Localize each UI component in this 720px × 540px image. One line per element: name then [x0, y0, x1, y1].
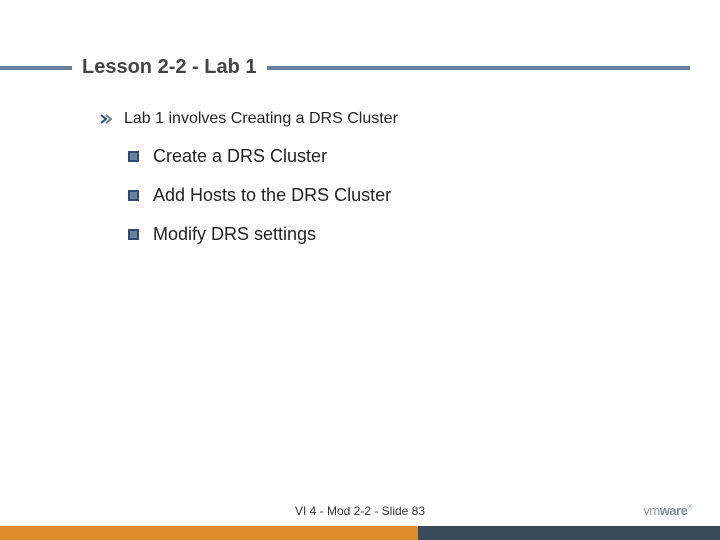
content-area: Lab 1 involves Creating a DRS Cluster Cr… — [100, 110, 680, 263]
chevron-icon — [100, 114, 112, 124]
slide: Lesson 2-2 - Lab 1 Lab 1 involves Creati… — [0, 0, 720, 540]
vmware-logo: vmware® — [643, 503, 692, 518]
title-bar-left — [0, 66, 72, 70]
intro-row: Lab 1 involves Creating a DRS Cluster — [100, 110, 680, 128]
square-bullet-icon — [128, 229, 139, 240]
slide-title: Lesson 2-2 - Lab 1 — [72, 56, 267, 79]
list-item: Create a DRS Cluster — [128, 146, 680, 167]
footer-bar-orange — [0, 526, 418, 540]
list-item: Modify DRS settings — [128, 224, 680, 245]
footer-text: VI 4 - Mod 2-2 - Slide 83 — [0, 504, 720, 518]
title-bar-right — [267, 66, 691, 70]
list-item-text: Create a DRS Cluster — [153, 146, 327, 167]
square-bullet-icon — [128, 190, 139, 201]
footer-bar-dark — [418, 526, 720, 540]
logo-ware: ware — [660, 503, 688, 518]
square-bullet-icon — [128, 151, 139, 162]
list-item-text: Add Hosts to the DRS Cluster — [153, 185, 391, 206]
intro-text: Lab 1 involves Creating a DRS Cluster — [124, 110, 398, 128]
logo-vm: vm — [643, 503, 659, 518]
sub-list: Create a DRS Cluster Add Hosts to the DR… — [128, 146, 680, 245]
title-row: Lesson 2-2 - Lab 1 — [0, 56, 720, 79]
list-item: Add Hosts to the DRS Cluster — [128, 185, 680, 206]
list-item-text: Modify DRS settings — [153, 224, 316, 245]
footer-bar — [0, 526, 720, 540]
